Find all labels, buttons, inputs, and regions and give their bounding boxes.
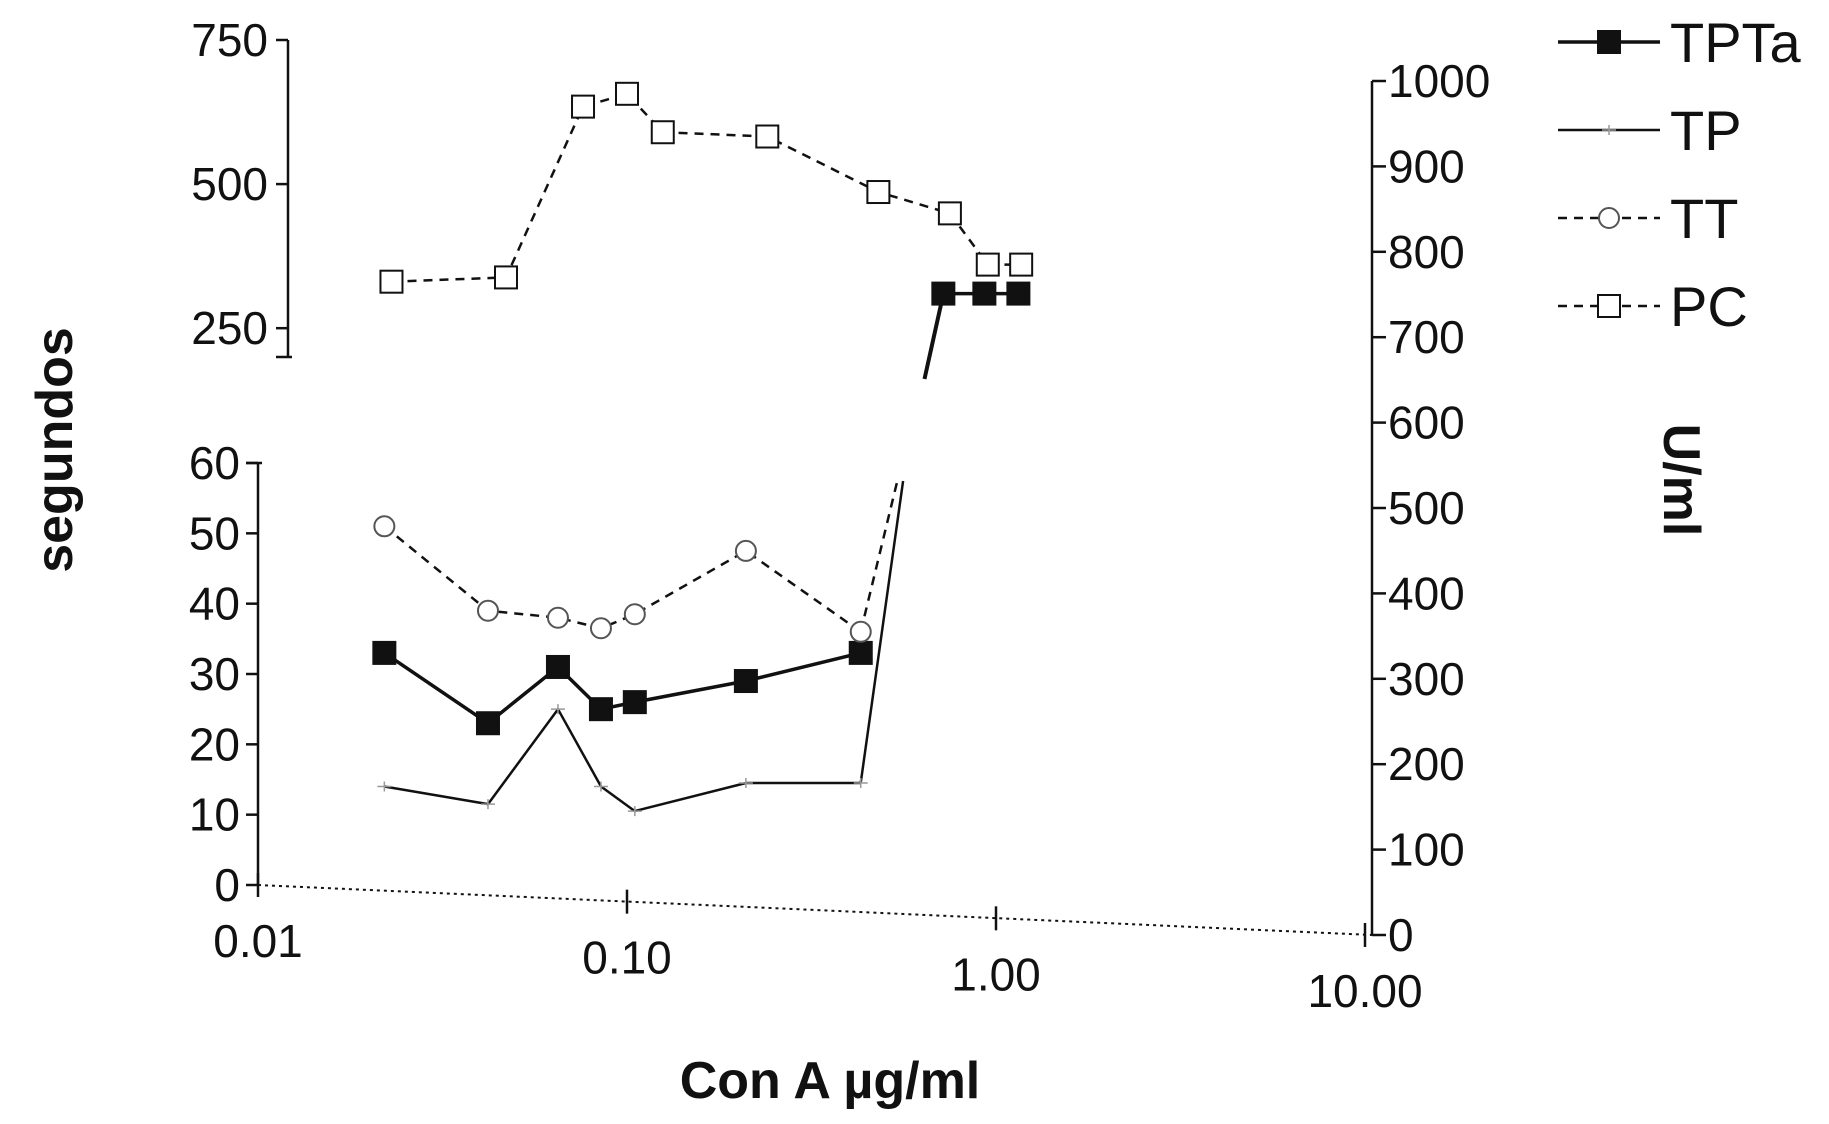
legend: TPTa TP TT PC <box>1558 11 1802 338</box>
y-left-upper-tick-label: 500 <box>191 158 268 210</box>
legend-swatch-marker <box>1597 294 1621 318</box>
series-break-line <box>922 293 946 380</box>
data-point <box>650 120 675 145</box>
series-line <box>391 92 1022 283</box>
y-left-lower-tick-label: 20 <box>189 718 240 770</box>
legend-label: TPTa <box>1670 11 1802 74</box>
data-point <box>853 778 868 789</box>
data-point <box>475 711 500 736</box>
data-point <box>589 617 612 640</box>
legend-item-tpta: TPTa <box>1558 11 1802 74</box>
y-left-lower-tick-label: 60 <box>189 437 240 489</box>
y-right-tick-label: 1000 <box>1388 55 1490 107</box>
legend-item-pc: PC <box>1558 275 1748 338</box>
legend-label: PC <box>1670 275 1748 338</box>
data-point <box>733 669 758 694</box>
legend-swatch-marker <box>1602 125 1616 135</box>
x-axis-line <box>257 884 1373 936</box>
data-point <box>546 606 569 629</box>
data-point <box>550 704 565 715</box>
y-left-lower-tick-label: 50 <box>189 507 240 559</box>
data-point <box>379 269 404 294</box>
x-tick-label: 0.10 <box>582 932 672 984</box>
data-point <box>738 778 753 789</box>
data-point <box>734 539 757 562</box>
legend-item-tp: TP <box>1558 99 1742 162</box>
data-point <box>848 640 873 665</box>
data-point <box>588 697 613 722</box>
data-point <box>615 81 639 106</box>
y-axis-left-title: segundos <box>26 327 84 573</box>
series-line <box>383 651 862 725</box>
data-point <box>545 654 570 679</box>
y-axis-right-title: U/ml <box>1652 424 1710 537</box>
series-tt <box>373 480 899 643</box>
y-right-tick-label: 700 <box>1388 311 1465 363</box>
data-point <box>622 690 647 715</box>
legend-label: TP <box>1670 99 1742 162</box>
series <box>372 81 1034 817</box>
y-right-tick-label: 300 <box>1388 653 1465 705</box>
y-left-upper-tick-label: 250 <box>191 302 268 354</box>
data-point <box>476 599 499 622</box>
legend-swatch-marker <box>1597 30 1621 54</box>
y-right-tick-label: 0 <box>1388 909 1414 961</box>
x-tick-label: 0.01 <box>213 915 303 967</box>
series-rise-line <box>859 480 899 633</box>
y-right-tick-label: 900 <box>1388 140 1465 192</box>
data-point <box>571 94 596 119</box>
legend-item-tt: TT <box>1558 187 1738 250</box>
y-left-upper-tick-label: 750 <box>191 14 268 66</box>
x-tick-label: 1.00 <box>951 948 1041 1000</box>
data-point <box>372 640 397 665</box>
data-point <box>866 180 891 205</box>
data-point <box>975 252 1000 277</box>
series-line <box>384 707 861 813</box>
data-point <box>849 620 872 643</box>
data-point <box>373 515 396 538</box>
data-point <box>480 799 495 810</box>
series-line <box>383 525 862 633</box>
y-right-tick-label: 200 <box>1388 738 1465 790</box>
y-right-tick-label: 500 <box>1388 482 1465 534</box>
y-right-tick-label: 600 <box>1388 397 1465 449</box>
data-point <box>627 806 642 817</box>
data-point <box>1009 252 1034 277</box>
series-tp <box>377 480 905 817</box>
legend-swatch-marker <box>1598 207 1620 229</box>
legend-label: TT <box>1670 187 1738 250</box>
x-tick-label: 10.00 <box>1307 965 1422 1017</box>
y-left-lower-tick-label: 0 <box>214 859 240 911</box>
series-pc <box>379 81 1034 294</box>
data-point <box>937 201 962 226</box>
y-left-lower-tick-label: 10 <box>189 789 240 841</box>
axes <box>256 40 1374 936</box>
y-right-tick-label: 100 <box>1388 824 1465 876</box>
data-point <box>755 124 780 149</box>
x-axis-title: Con A µg/ml <box>680 1052 981 1110</box>
data-point <box>1006 281 1031 306</box>
series-tpta <box>372 281 1031 736</box>
ticks: 0.01 0.10 1.00 10.0001020304050602505007500… <box>189 14 1491 1017</box>
data-point <box>972 281 997 306</box>
y-right-tick-label: 800 <box>1388 226 1465 278</box>
series-rise-line <box>859 480 905 784</box>
y-left-lower-tick-label: 40 <box>189 578 240 630</box>
data-point <box>623 603 646 626</box>
data-point <box>931 281 956 306</box>
data-point <box>494 265 519 290</box>
data-point <box>593 781 608 792</box>
y-left-lower-tick-label: 30 <box>189 648 240 700</box>
y-right-tick-label: 400 <box>1388 567 1465 619</box>
data-point <box>377 781 392 792</box>
